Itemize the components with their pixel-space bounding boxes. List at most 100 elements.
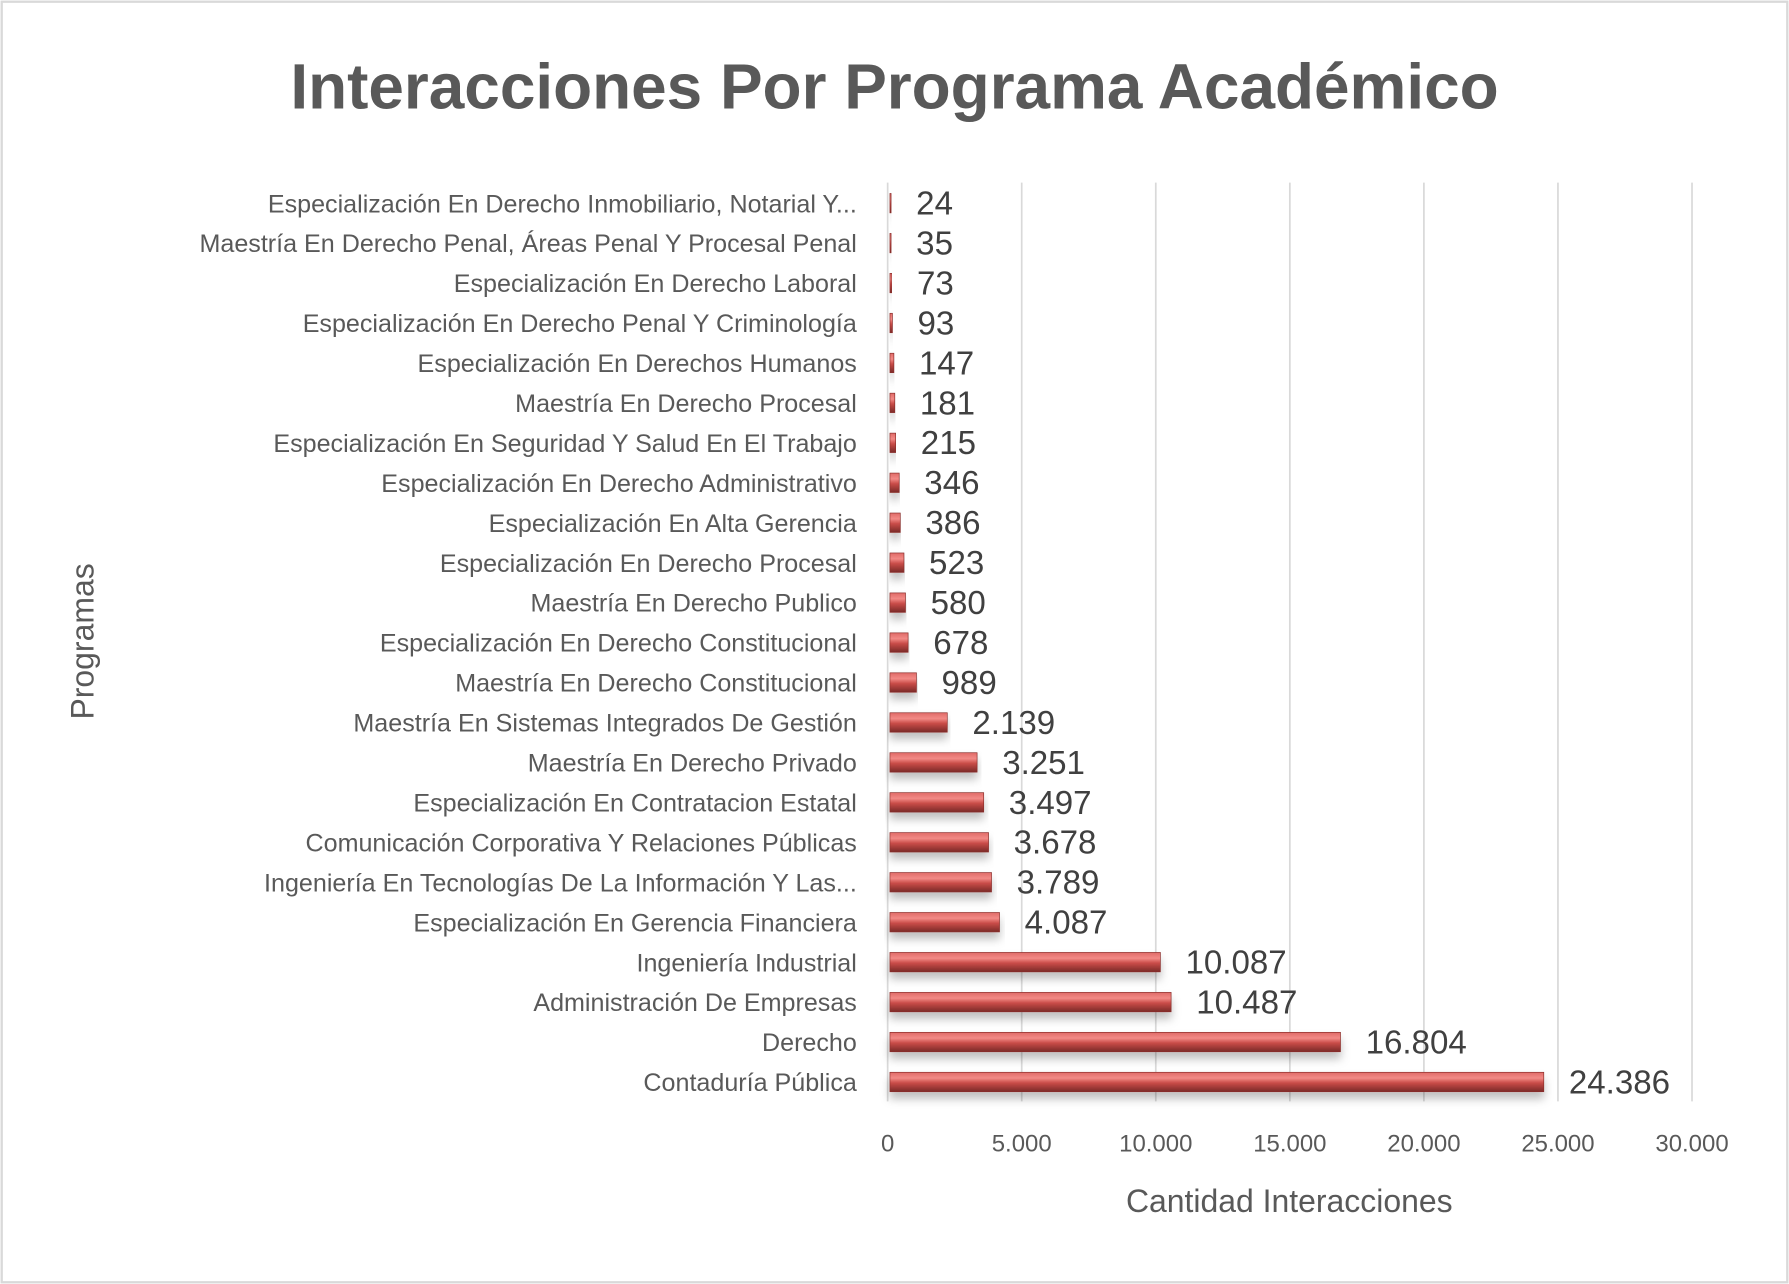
category-label: Contaduría Pública [643,1069,856,1097]
bar-rect [889,1071,1545,1093]
data-label: 678 [933,625,988,662]
value-labels: 243573931471812153463865235806789892.139… [916,186,1670,1102]
category-label: Maestría En Derecho Constitucional [455,670,857,698]
bar-rect [889,992,1172,1013]
category-label: Comunicación Corporativa Y Relaciones Pú… [306,829,857,857]
bar-rect [889,472,900,493]
category-label: Especialización En Derecho Penal Y Crimi… [303,310,857,338]
data-label: 73 [917,265,954,302]
data-label: 4.087 [1025,905,1108,942]
category-label: Maestría En Derecho Penal, Áreas Penal Y… [199,229,856,258]
bar-rect [889,792,985,813]
x-tick-label: 30.000 [1655,1131,1728,1158]
bar [889,992,1172,1013]
bar [889,472,900,493]
x-tick-labels: 0 5.000 10.000 15.000 20.000 25.000 30.000 [881,1131,1729,1158]
bar [889,952,1161,973]
bar [889,872,992,893]
bar [889,752,978,773]
category-label: Ingeniería En Tecnologías De La Informac… [264,869,857,897]
category-labels: Especialización En Derecho Inmobiliario,… [199,190,856,1097]
data-label: 989 [942,665,997,702]
data-label: 3.678 [1014,825,1097,862]
data-label: 3.251 [1002,745,1085,782]
data-label: 580 [931,585,986,622]
bar [889,832,989,853]
bar [889,792,985,813]
bar [889,193,892,214]
bar-rect [889,392,896,413]
data-label: 16.804 [1366,1024,1467,1061]
bar-rect [889,632,909,653]
x-tick-label: 25.000 [1521,1131,1594,1158]
category-label: Maestría En Derecho Procesal [515,390,857,418]
data-label: 181 [920,385,975,422]
bar-rect [889,552,905,573]
category-label: Especialización En Derecho Administrativ… [381,470,857,498]
bar [889,432,897,453]
bar-rect [889,352,895,373]
bar-rect [889,233,892,254]
data-label: 523 [929,545,984,582]
bars [889,193,1545,1093]
x-tick-label: 15.000 [1253,1131,1326,1158]
category-label: Especialización En Seguridad Y Salud En … [273,430,856,458]
category-label: Ingeniería Industrial [636,949,856,977]
bar-rect [889,912,1000,933]
bar [889,632,909,653]
category-label: Especialización En Derechos Humanos [418,350,857,378]
x-tick-label: 20.000 [1387,1131,1460,1158]
bar [889,1071,1545,1093]
category-label: Especialización En Alta Gerencia [489,510,857,538]
data-label: 10.487 [1196,984,1297,1021]
category-label: Especialización En Derecho Constituciona… [380,630,857,658]
category-label: Derecho [762,1029,857,1057]
x-tick-label: 10.000 [1119,1131,1192,1158]
category-label: Maestría En Sistemas Integrados De Gesti… [353,710,856,738]
category-label: Administración De Empresas [533,989,857,1017]
bar-rect [889,193,892,214]
data-label: 3.497 [1009,785,1092,822]
data-label: 2.139 [972,705,1055,742]
bar-rect [889,712,948,733]
data-label: 24.386 [1569,1064,1670,1101]
data-label: 24 [916,186,953,223]
bar [889,273,893,294]
bar [889,912,1000,933]
bar [889,352,895,373]
bar [889,712,948,733]
chart-title: Interacciones Por Programa Académico [290,50,1498,122]
x-axis-title: Cantidad Interacciones [1126,1183,1453,1219]
bar [889,1031,1341,1053]
data-label: 147 [919,345,974,382]
bar [889,512,901,533]
bar [889,233,892,254]
bar [889,592,906,613]
category-label: Especialización En Contratacion Estatal [413,789,857,817]
bar-rect [889,872,992,893]
bar-rect [889,273,893,294]
x-tick-label: 5.000 [992,1131,1052,1158]
category-label: Especialización En Derecho Laboral [454,270,857,298]
category-label: Especialización En Derecho Procesal [440,550,857,578]
category-label: Especialización En Derecho Inmobiliario,… [268,190,857,218]
bar-rect [889,1031,1341,1053]
bar [889,392,896,413]
data-label: 10.087 [1185,945,1286,982]
data-label: 3.789 [1017,865,1100,902]
bar-rect [889,752,978,773]
category-label: Maestría En Derecho Publico [531,590,857,618]
y-axis-title: Programas [65,563,101,719]
bar-rect [889,672,917,693]
bar-rect [889,952,1161,973]
data-label: 93 [918,305,955,342]
data-label: 35 [916,226,953,263]
category-label: Especialización En Gerencia Financiera [413,909,857,937]
data-label: 346 [924,465,979,502]
bar-rect [889,312,893,334]
bar-rect [889,512,901,533]
bar [889,672,917,693]
bar [889,312,893,334]
data-label: 386 [925,505,980,542]
